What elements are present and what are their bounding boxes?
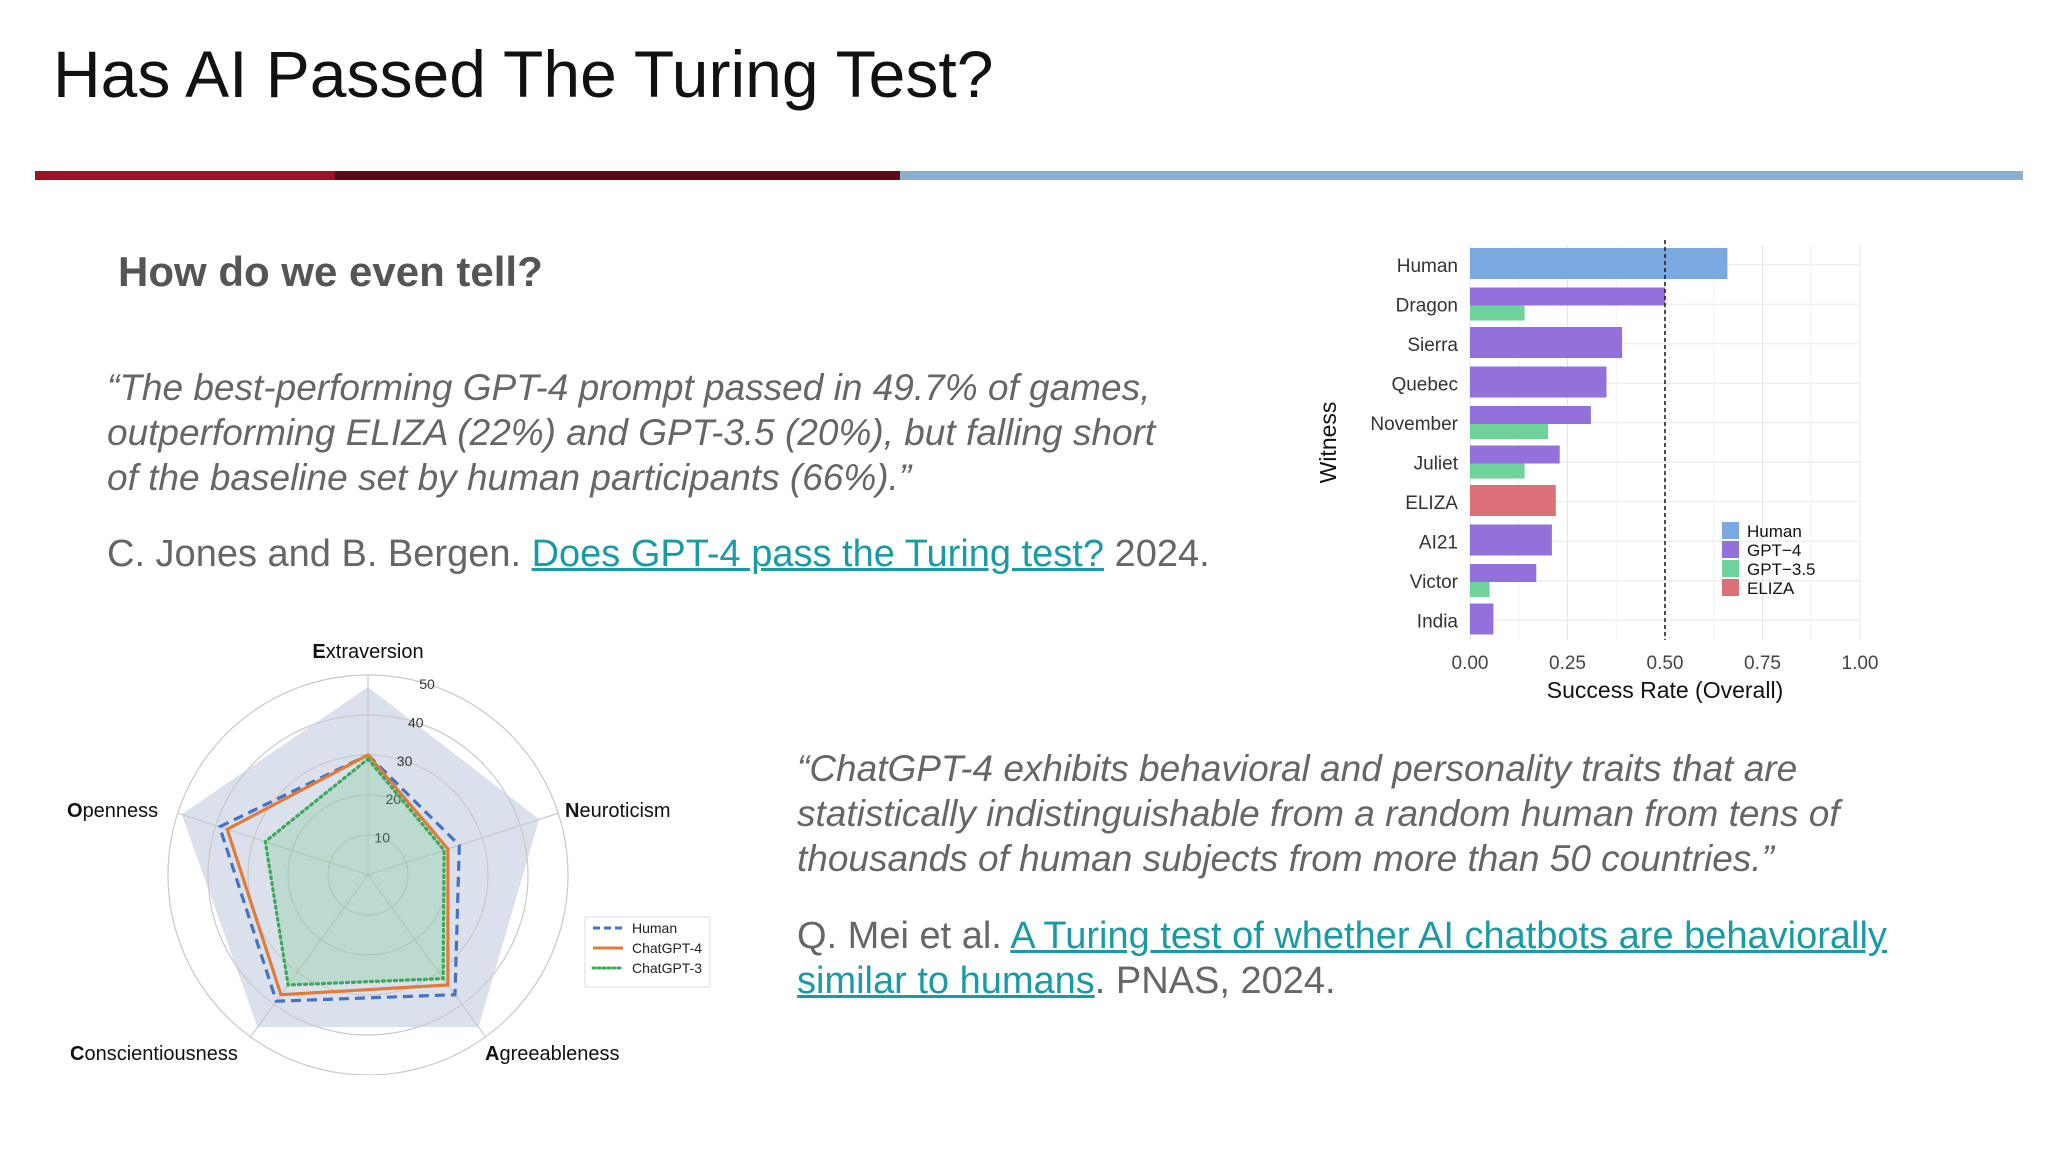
legend-swatch-gpt35 — [1722, 560, 1739, 577]
radar-tick-label: 50 — [419, 676, 435, 692]
x-tick-label: 0.00 — [1452, 653, 1489, 674]
radar-spoke — [367, 874, 487, 1038]
bar-human-human — [1470, 248, 1728, 279]
radar-legend-label: ChatGPT-3 — [632, 960, 702, 976]
x-tick-label: 0.25 — [1549, 653, 1586, 674]
human-range-area — [181, 687, 540, 1028]
quote-jones-bergen: “The best-performing GPT-4 prompt passed… — [107, 365, 1257, 500]
personality-radar-chart: 1020304050ExtraversionNeuroticismAgreeab… — [67, 641, 711, 1075]
paper-link-gpt4-turing[interactable]: Does GPT-4 pass the Turing test? — [531, 533, 1104, 575]
x-axis-title: Success Rate (Overall) — [1547, 677, 1783, 703]
witness-success-bar-chart: Human Dragon Sierra Quebec November Juliet ELI… — [1315, 240, 1879, 703]
legend-swatch-eliza — [1722, 579, 1739, 596]
citation-jones-bergen: C. Jones and B. Bergen. Does GPT-4 pass … — [107, 532, 1210, 577]
section-subtitle: How do we even tell? — [118, 248, 543, 295]
radar-legend-label: Human — [632, 920, 677, 936]
legend-swatch-human — [1722, 522, 1739, 539]
bar-juliet-gpt35 — [1470, 463, 1525, 479]
bar-dragon-gpt4 — [1470, 287, 1665, 306]
x-tick-label: 0.50 — [1647, 653, 1684, 674]
y-tick-label: ELIZA — [1405, 493, 1458, 514]
y-tick-label: Victor — [1410, 572, 1459, 593]
title-rule-red — [35, 171, 335, 180]
y-tick-label: India — [1417, 611, 1459, 632]
x-tick-label: 0.75 — [1744, 653, 1781, 674]
citation-year: 2024. — [1104, 533, 1210, 575]
radar-series-chatgpt4 — [225, 752, 450, 997]
y-tick-label: November — [1370, 414, 1458, 435]
bar-ai21-gpt4 — [1470, 524, 1552, 556]
radar-axis-label-neuroticism: Neuroticism — [565, 800, 671, 822]
paper-link-chatbots-behaviorally-2[interactable]: similar to humans — [797, 960, 1095, 1002]
bar-sierra-gpt4 — [1470, 327, 1623, 358]
bar-eliza-eliza — [1470, 485, 1556, 516]
bar-quebec-gpt4 — [1470, 366, 1607, 398]
bar-november-gpt4 — [1470, 406, 1591, 424]
radar-tick-label: 10 — [374, 830, 390, 846]
bar-november-gpt35 — [1470, 424, 1548, 439]
title-rule-blue — [900, 171, 2023, 180]
y-tick-label: Juliet — [1414, 453, 1459, 474]
radar-axis-label-extraversion: Extraversion — [312, 641, 423, 663]
quote-line: “ChatGPT-4 exhibits behavioral and perso… — [797, 748, 1798, 789]
radar-axis-label-conscientiousness: Conscientiousness — [70, 1043, 238, 1065]
paper-link-chatbots-behaviorally-1[interactable]: A Turing test of whether AI chatbots are… — [1010, 915, 1887, 957]
citation-authors: Q. Mei et al. — [797, 915, 1011, 957]
legend-label: Human — [1747, 522, 1802, 541]
radar-legend-label: ChatGPT-4 — [632, 940, 702, 956]
y-tick-label: Quebec — [1391, 374, 1458, 395]
quote-line: statistically indistinguishable from a r… — [797, 793, 1840, 834]
slide-title: Has AI Passed The Turing Test? — [53, 37, 994, 111]
citation-authors: C. Jones and B. Bergen. — [107, 533, 532, 575]
quote-line: “The best-performing GPT-4 prompt passed… — [107, 367, 1151, 408]
quote-line: thousands of human subjects from more th… — [797, 838, 1774, 879]
y-tick-label: Human — [1397, 256, 1458, 277]
legend-label: GPT−3.5 — [1747, 560, 1816, 579]
bar-juliet-gpt4 — [1470, 445, 1560, 464]
y-axis-title: Witness — [1315, 402, 1341, 484]
radar-spoke — [367, 812, 559, 876]
quote-line: of the baseline set by human participant… — [107, 457, 912, 498]
bar-dragon-gpt35 — [1470, 305, 1525, 321]
radar-tick-label: 40 — [408, 714, 424, 730]
legend-swatch-gpt4 — [1722, 541, 1739, 558]
radar-axis-label-agreeableness: Agreeableness — [485, 1043, 620, 1065]
x-tick-label: 1.00 — [1842, 653, 1879, 674]
radar-axis-label-openness: Openness — [67, 800, 158, 822]
citation-mei: Q. Mei et al. A Turing test of whether A… — [797, 914, 1997, 1004]
citation-venue: . PNAS, 2024. — [1094, 960, 1336, 1002]
title-rule-dark — [335, 171, 900, 180]
quote-line: outperforming ELIZA (22%) and GPT-3.5 (2… — [107, 412, 1156, 453]
bar-victor-gpt35 — [1470, 582, 1490, 597]
y-tick-label: AI21 — [1419, 532, 1458, 553]
legend-label: GPT−4 — [1747, 541, 1801, 560]
radar-tick-label: 30 — [397, 753, 413, 769]
radar-spoke — [177, 812, 369, 876]
bar-victor-gpt4 — [1470, 564, 1537, 582]
radar-series-chatgpt3 — [263, 756, 446, 987]
bar-india-gpt4 — [1470, 603, 1494, 635]
radar-spoke — [249, 874, 369, 1038]
quote-mei: “ChatGPT-4 exhibits behavioral and perso… — [797, 746, 1997, 881]
legend-label: ELIZA — [1747, 579, 1795, 598]
y-tick-label: Sierra — [1407, 335, 1458, 356]
y-tick-label: Dragon — [1396, 295, 1458, 316]
